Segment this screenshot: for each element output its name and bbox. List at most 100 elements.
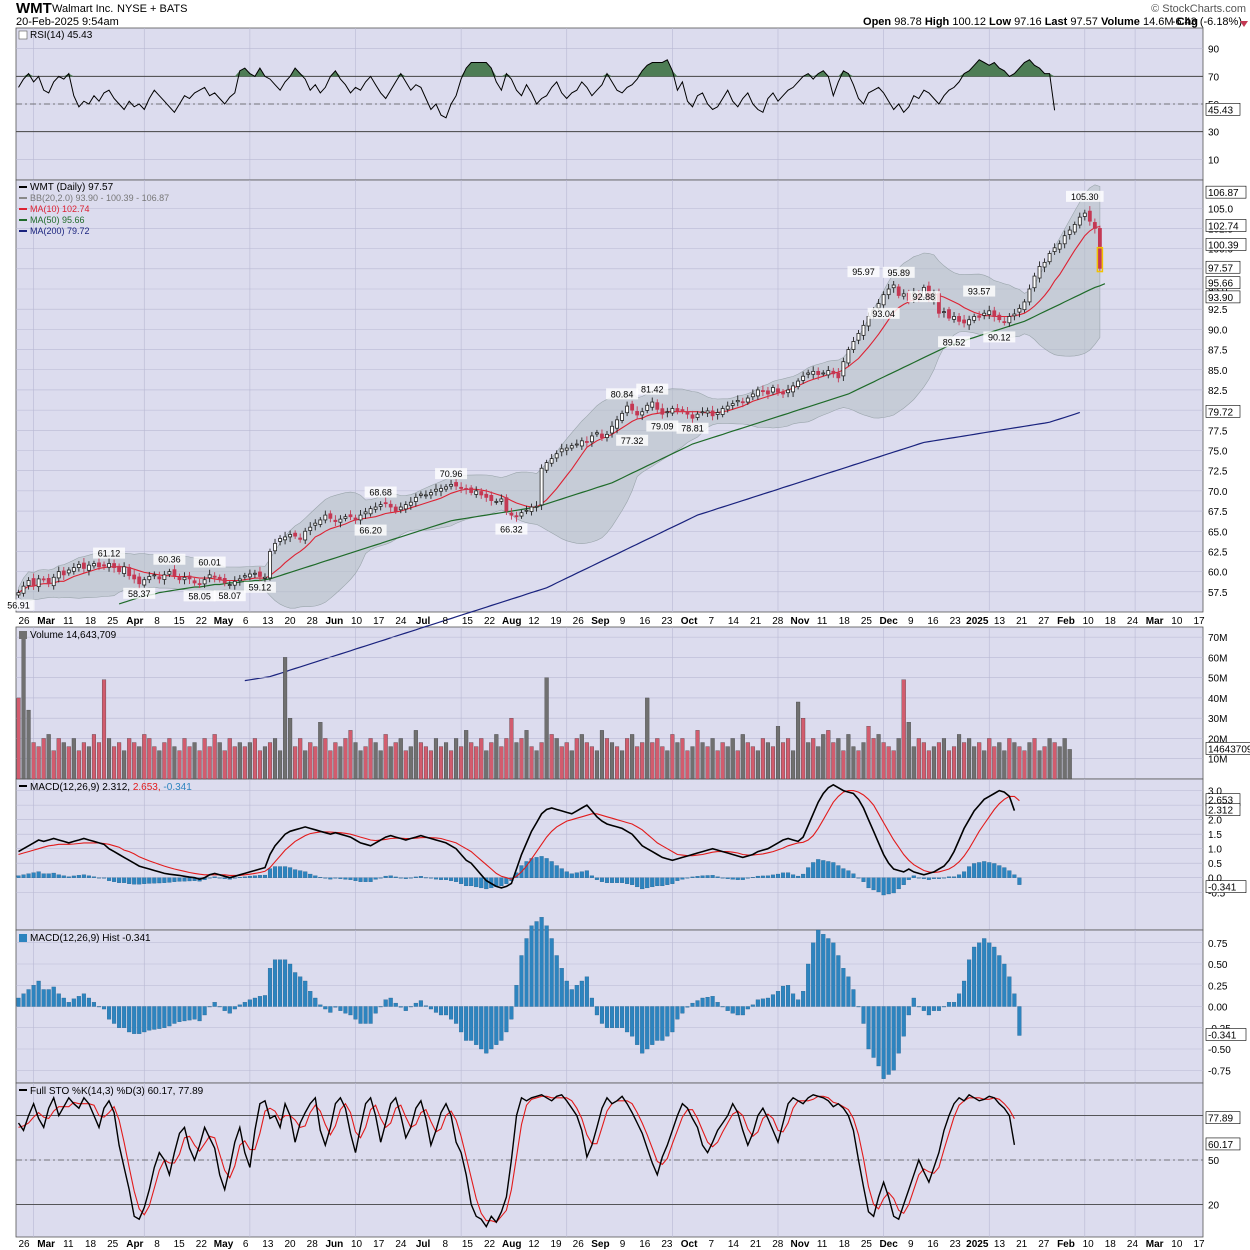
macd-hist-bar	[393, 876, 398, 878]
candle-body	[635, 411, 640, 416]
macd-hist-bar	[534, 857, 539, 878]
volume-bar	[449, 750, 454, 780]
candle-body	[856, 333, 861, 341]
candle-body	[600, 433, 604, 438]
volume-bar	[232, 746, 237, 780]
hist-bar	[373, 1006, 378, 1014]
volume-bar	[946, 750, 952, 780]
macd-hist-bar	[886, 877, 891, 895]
price-annotation: 80.84	[611, 389, 634, 399]
macd-hist-bar	[162, 877, 167, 883]
price-annotation-box	[676, 422, 709, 434]
volume-bar	[675, 742, 680, 780]
hist-bar	[584, 976, 589, 1007]
price-annotation-box	[93, 547, 126, 559]
x-axis-label: 24	[1127, 1239, 1139, 1250]
macd-hist-bar	[710, 875, 715, 878]
volume-bar	[539, 742, 544, 780]
price-annotation: 105.30	[1071, 192, 1099, 202]
hist-bar	[730, 1006, 735, 1014]
candle-body	[393, 506, 398, 512]
hist-bar	[690, 1002, 695, 1007]
candle-body	[459, 486, 464, 489]
hist-bar	[278, 959, 283, 1007]
candle-body	[247, 573, 252, 578]
candle-body	[474, 490, 479, 495]
macd-hist-bar	[660, 877, 665, 887]
volume-bar	[745, 742, 750, 780]
volume-bar	[192, 742, 197, 780]
candle-body	[449, 484, 453, 487]
price-tick-label: 82.5	[1208, 386, 1228, 397]
candle-body	[1082, 212, 1087, 217]
volume-bar	[519, 738, 524, 780]
price-annotation-box	[616, 434, 649, 446]
candle-body	[137, 576, 142, 585]
hist-bar	[931, 1006, 936, 1011]
x-axis-label: 25	[861, 616, 873, 627]
candle-body	[539, 467, 544, 506]
macd-hist-bar	[81, 874, 86, 878]
candle-body	[328, 513, 333, 519]
hist-bar	[443, 1006, 449, 1016]
candle-body	[46, 578, 51, 585]
hist-bar	[36, 980, 41, 1007]
volume-bar	[142, 734, 147, 780]
volume-bar	[730, 738, 735, 780]
volume-bar	[56, 738, 61, 780]
volume-bar	[298, 738, 303, 780]
price-tick-label: 105.0	[1208, 204, 1233, 215]
candle-body	[16, 592, 21, 596]
hist-bar	[735, 1006, 740, 1016]
volume-bar	[1027, 742, 1032, 780]
hist-bar	[413, 1002, 418, 1007]
volume-bar	[876, 734, 881, 780]
macd-hist-bar	[328, 877, 333, 880]
hist-bar	[796, 999, 801, 1007]
price-axis-value: 102.74	[1208, 222, 1239, 233]
hist-bar	[846, 976, 851, 1007]
hist-bar	[494, 1006, 499, 1045]
price-annotation: 95.89	[887, 268, 910, 278]
volume-bar	[579, 734, 584, 780]
candle-body	[987, 310, 992, 315]
candle-body	[1092, 222, 1097, 229]
volume-bar	[86, 746, 91, 780]
hist-bar	[630, 1006, 635, 1037]
candle-body	[1087, 210, 1092, 222]
hist-bar	[806, 963, 811, 1007]
macd-hist-bar	[152, 877, 157, 884]
volume-bar	[997, 742, 1002, 780]
volume-bar	[127, 738, 132, 780]
hist-bar	[272, 959, 278, 1007]
volume-bar	[916, 738, 921, 780]
hist-bar	[534, 921, 539, 1007]
volume-bar	[499, 746, 504, 780]
hist-bar	[202, 1006, 207, 1016]
candle-body	[519, 512, 524, 517]
macd-hist-bar	[207, 877, 212, 879]
candle-body	[675, 408, 680, 412]
hist-bar	[66, 1002, 71, 1007]
price-annotation-box	[636, 383, 669, 395]
candle-body	[982, 312, 987, 316]
rsi-tick-label: 90	[1208, 45, 1220, 56]
candle-body	[358, 514, 363, 521]
volume-bar	[227, 738, 232, 780]
sto-axis-value: 77.89	[1208, 1114, 1233, 1125]
macd-axis-value-box	[1205, 880, 1247, 893]
volume-bar	[479, 738, 484, 780]
x-axis-label: 13	[262, 616, 274, 627]
hist-bar	[569, 989, 574, 1007]
macd-hist-bar	[1002, 867, 1007, 878]
macd-hist-bar	[76, 875, 81, 878]
volume-bar	[941, 738, 947, 780]
macd-hist-bar	[951, 876, 957, 878]
price-axis-value: 95.66	[1208, 279, 1233, 290]
macd-hist-bar	[408, 877, 413, 879]
x-axis-label: 11	[63, 616, 74, 627]
hist-bar	[197, 1006, 202, 1022]
price-annotation: 58.07	[218, 591, 241, 601]
x-axis-label: 14	[728, 616, 740, 627]
